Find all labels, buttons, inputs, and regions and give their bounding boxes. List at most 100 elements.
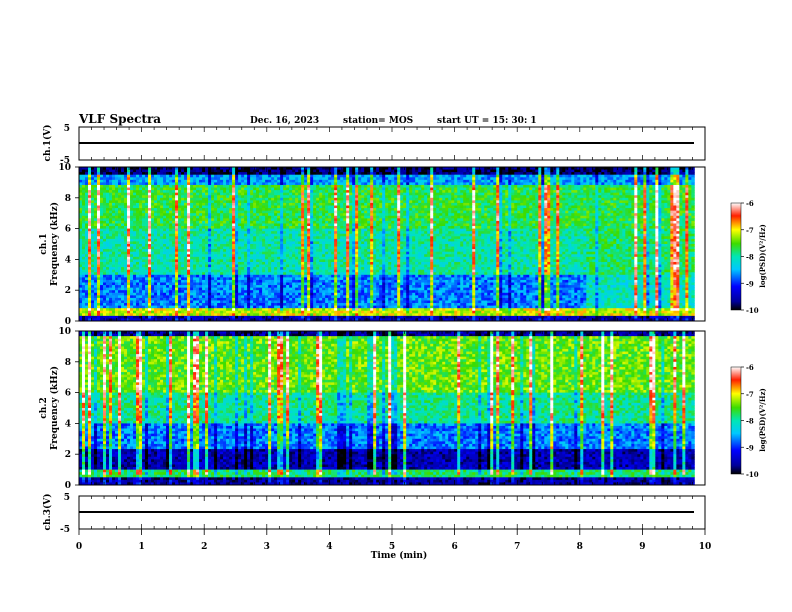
spectrogram-cell xyxy=(82,262,85,265)
spectrogram-cell xyxy=(133,285,136,288)
spectrogram-cell xyxy=(97,303,100,306)
spectrogram-cell xyxy=(91,280,94,283)
spectrogram-cell xyxy=(121,180,124,183)
spectrogram-cell xyxy=(136,311,139,314)
spectrogram-cell xyxy=(136,218,139,221)
spectrogram-cell xyxy=(124,203,127,206)
spectrogram-cell xyxy=(109,262,112,265)
spectrogram-cell xyxy=(82,231,85,234)
spectrogram-cell xyxy=(94,249,97,252)
spectrogram-cell xyxy=(136,295,139,298)
spectrogram-cell xyxy=(139,198,142,201)
spectrogram-cell xyxy=(127,259,130,262)
spectrogram-cell xyxy=(112,283,115,286)
spectrogram-cell xyxy=(82,198,85,201)
spectrogram-cell xyxy=(115,185,118,188)
spectrogram-cell xyxy=(85,277,88,280)
spectrogram-cell xyxy=(91,262,94,265)
spectrogram-cell xyxy=(133,270,136,273)
spectrogram-cell xyxy=(100,241,103,244)
spectrogram-cell xyxy=(136,223,139,226)
spectrogram-cell xyxy=(127,239,130,242)
spectrogram-cell xyxy=(109,218,112,221)
spectrogram-cell xyxy=(136,316,139,319)
spectrogram-cell xyxy=(118,180,121,183)
spectrogram-cell xyxy=(82,203,85,206)
spectrogram-cell xyxy=(97,293,100,296)
spectrogram-cell xyxy=(124,229,127,232)
spectrogram-cell xyxy=(133,213,136,216)
spectrogram-cell xyxy=(139,221,142,224)
spectrogram-cell xyxy=(121,229,124,232)
spectrogram-cell xyxy=(82,308,85,311)
spectrogram-cell xyxy=(121,231,124,234)
spectrogram-cell xyxy=(82,188,85,191)
spectrogram-cell xyxy=(127,229,130,232)
spectrogram-cell xyxy=(82,311,85,314)
spectrogram-cell xyxy=(97,288,100,291)
spectrogram-cell xyxy=(106,193,109,196)
spectrogram-cell xyxy=(103,313,106,316)
spectrogram-cell xyxy=(124,223,127,226)
spectrogram-cell xyxy=(118,295,121,298)
spectrogram-cell xyxy=(115,236,118,239)
spectrogram-cell xyxy=(142,275,145,278)
spectrogram-cell xyxy=(127,203,130,206)
spectrogram-cell xyxy=(133,234,136,237)
spectrogram-cell xyxy=(79,241,82,244)
spectrogram-cell xyxy=(124,195,127,198)
spectrogram-cell xyxy=(97,252,100,255)
spectrogram-cell xyxy=(79,316,82,319)
spectrogram-cell xyxy=(127,275,130,278)
spectrogram-cell xyxy=(91,265,94,268)
spectrogram-cell xyxy=(121,236,124,239)
spectrogram-cell xyxy=(136,206,139,209)
spectrogram-cell xyxy=(103,198,106,201)
spectrogram-cell xyxy=(130,308,133,311)
spectrogram-cell xyxy=(79,283,82,286)
spectrogram-cell xyxy=(79,272,82,275)
spectrogram-cell xyxy=(136,213,139,216)
spectrogram-cell xyxy=(79,211,82,214)
spectrogram-cell xyxy=(112,182,115,185)
spectrogram-cell xyxy=(109,288,112,291)
spectrogram-cell xyxy=(112,236,115,239)
spectrogram-cell xyxy=(109,285,112,288)
spectrogram-cell xyxy=(130,249,133,252)
spectrogram-cell xyxy=(109,295,112,298)
spectrogram-cell xyxy=(136,188,139,191)
spectrogram-cell xyxy=(82,285,85,288)
spectrogram-cell xyxy=(85,280,88,283)
spectrogram-cell xyxy=(121,241,124,244)
spectrogram-cell xyxy=(94,267,97,270)
spectrogram-cell xyxy=(118,303,121,306)
spectrogram-cell xyxy=(115,234,118,237)
spectrogram-cell xyxy=(136,257,139,260)
spectrogram-cell xyxy=(130,221,133,224)
spectrogram-cell xyxy=(136,231,139,234)
spectrogram-cell xyxy=(121,290,124,293)
spectrogram-cell xyxy=(112,275,115,278)
spectrogram-cell xyxy=(79,218,82,221)
spectrogram-cell xyxy=(79,221,82,224)
spectrogram-cell xyxy=(94,259,97,262)
spectrogram-cell xyxy=(127,221,130,224)
spectrogram-cell xyxy=(88,283,91,286)
spectrogram-cell xyxy=(94,188,97,191)
spectrogram-cell xyxy=(145,172,148,175)
spectrogram-cell xyxy=(115,298,118,301)
spectrogram-cell xyxy=(91,221,94,224)
spectrogram-cell xyxy=(121,306,124,309)
spectrogram-cell xyxy=(142,257,145,260)
spectrogram-cell xyxy=(91,272,94,275)
spectrogram-cell xyxy=(109,290,112,293)
spectrogram-cell xyxy=(139,188,142,191)
spectrogram-cell xyxy=(100,190,103,193)
spectrogram-cell xyxy=(88,244,91,247)
spectrogram-cell xyxy=(103,303,106,306)
spectrogram-cell xyxy=(100,293,103,296)
spectrogram-cell xyxy=(130,313,133,316)
spectrogram-cell xyxy=(88,218,91,221)
spectrogram-cell xyxy=(130,270,133,273)
spectrogram-cell xyxy=(118,170,121,173)
